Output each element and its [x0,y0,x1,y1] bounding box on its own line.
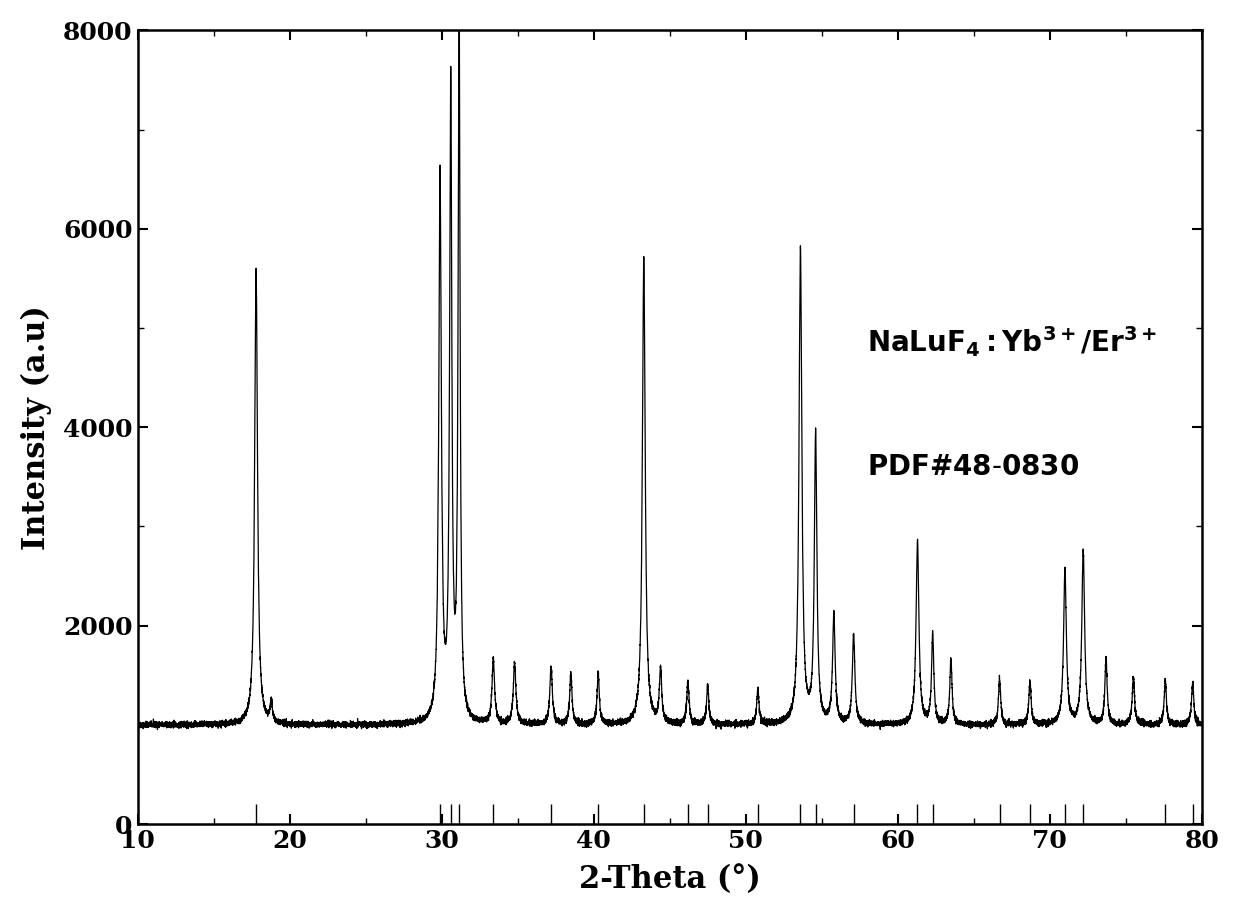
Y-axis label: Intensity (a.u): Intensity (a.u) [21,305,52,550]
X-axis label: 2-Theta (°): 2-Theta (°) [579,864,760,895]
Text: $\mathbf{PDF\#48\text{-}0830}$: $\mathbf{PDF\#48\text{-}0830}$ [867,454,1079,481]
Text: $\mathbf{NaLuF_4}$$\mathbf{:Yb^{3+}/Er^{3+}}$: $\mathbf{NaLuF_4}$$\mathbf{:Yb^{3+}/Er^{… [867,324,1157,359]
